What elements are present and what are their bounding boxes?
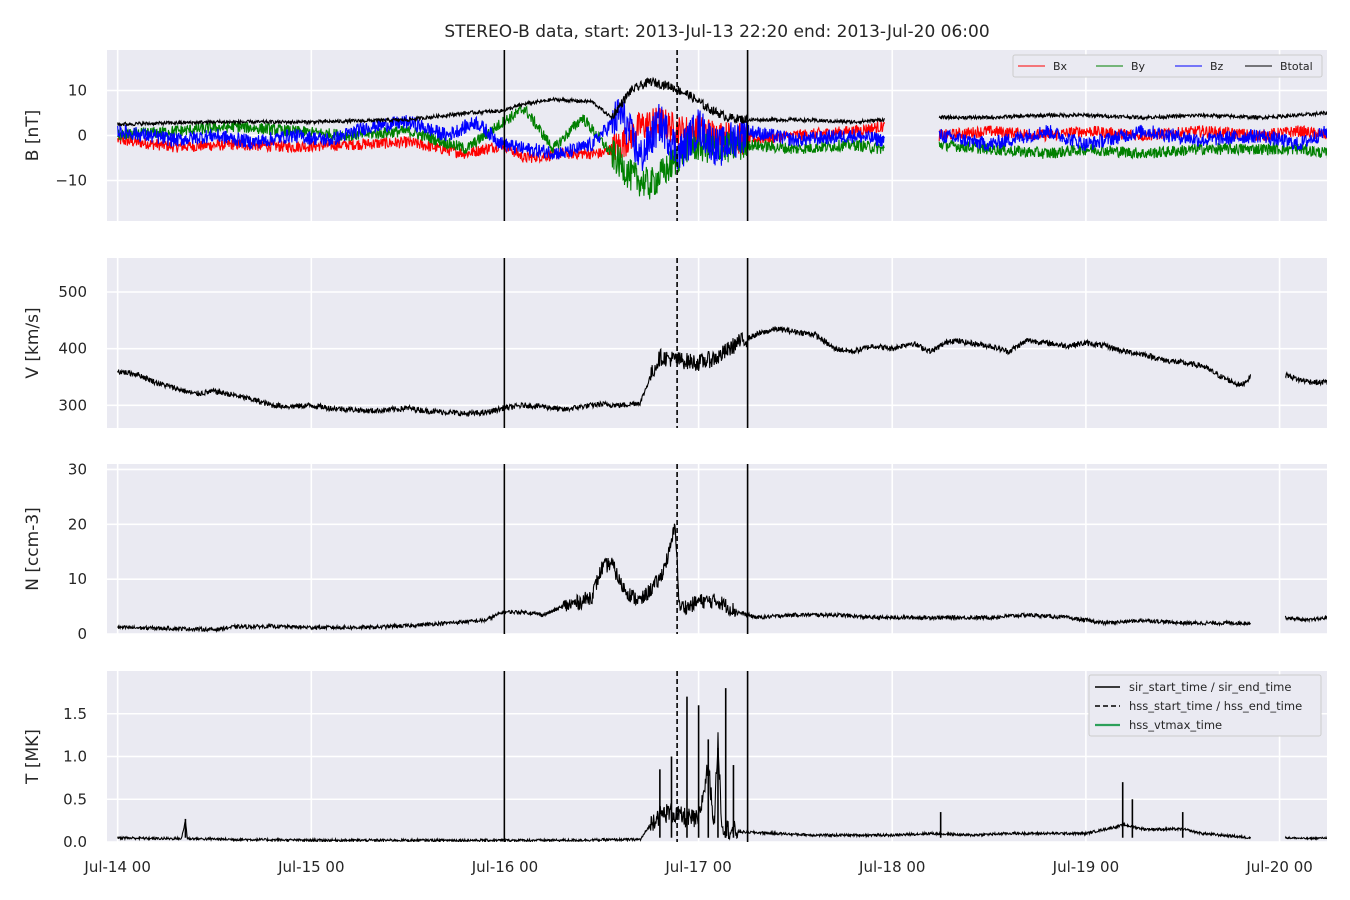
xtick-label: Jul-15 00 [277, 858, 344, 876]
panel-T-ytick-label: 1.0 [63, 748, 87, 766]
panel-N-background [107, 464, 1327, 634]
legend-events-label: sir_start_time / sir_end_time [1129, 680, 1291, 694]
panel-T-plot-area [117, 688, 1327, 842]
panel-V-ylabel: V [km/s] [23, 307, 43, 378]
panel-T-ytick-label: 1.5 [63, 705, 87, 723]
panels: −10 0 10 B [nT] 300 400 500 V [km/s] 0 10 20 30 N [c… [23, 50, 1327, 876]
panel-T-ylabel: T [MK] [23, 729, 43, 785]
panel-B-ytick-label: −10 [55, 172, 87, 190]
panel-V-ytick-label: 500 [58, 283, 87, 301]
panel-T-ytick-label: 0.5 [63, 790, 87, 808]
panel-N-ylabel: N [ccm-3] [23, 507, 43, 591]
series-line-N-tail [1284, 614, 1327, 624]
panel-N-ytick-label: 10 [68, 570, 87, 588]
panel-B-ytick-label: 10 [68, 82, 87, 100]
series-line-V [117, 326, 1252, 417]
panel-V-ytick-label: 300 [58, 396, 87, 414]
panel-N-plot-area [117, 523, 1327, 633]
legend-b-label-By: By [1131, 60, 1146, 73]
panel-V-background [107, 258, 1327, 428]
panel-T-ytick-label: 0.0 [63, 833, 87, 851]
series-line-V-tail [1284, 371, 1327, 387]
chart-title: STEREO-B data, start: 2013-Jul-13 22:20 … [444, 22, 989, 42]
panel-N-ytick-label: 0 [77, 625, 87, 643]
panel-B-plot-area [117, 76, 1327, 200]
series-line-Btotal [117, 76, 1327, 128]
legend-events-label: hss_vtmax_time [1129, 718, 1222, 732]
panel-V-ytick-label: 400 [58, 340, 87, 358]
legend-events-label: hss_start_time / hss_end_time [1129, 699, 1302, 713]
series-line-T [117, 732, 1252, 842]
legend-b-box [1012, 54, 1323, 78]
legend-b-label-Bx: Bx [1053, 60, 1068, 73]
series-line-Bz [117, 98, 1327, 172]
xtick-label: Jul-19 00 [1052, 858, 1119, 876]
legend-b: Bx By Bz Btotal [1012, 54, 1323, 78]
legend-events: sir_start_time / sir_end_time hss_start_t… [1088, 674, 1322, 737]
xtick-label: Jul-17 00 [664, 858, 731, 876]
xtick-label: Jul-18 00 [858, 858, 925, 876]
series-line-By [117, 104, 1327, 200]
xtick-label: Jul-16 00 [471, 858, 538, 876]
panel-N-ytick-label: 30 [68, 460, 87, 478]
legend-events-box [1088, 674, 1322, 737]
xtick-label: Jul-14 00 [83, 858, 150, 876]
series-line-T-tail [1284, 835, 1327, 841]
legend-b-label-Btotal: Btotal [1280, 60, 1313, 73]
panel-B-ytick-label: 0 [77, 127, 87, 145]
xtick-label: Jul-20 00 [1245, 858, 1312, 876]
panel-N-ytick-label: 20 [68, 515, 87, 533]
legend-b-label-Bz: Bz [1210, 60, 1224, 73]
panel-V-plot-area [117, 326, 1327, 417]
series-line-N [117, 523, 1251, 633]
panel-B-ylabel: B [nT] [23, 110, 43, 162]
